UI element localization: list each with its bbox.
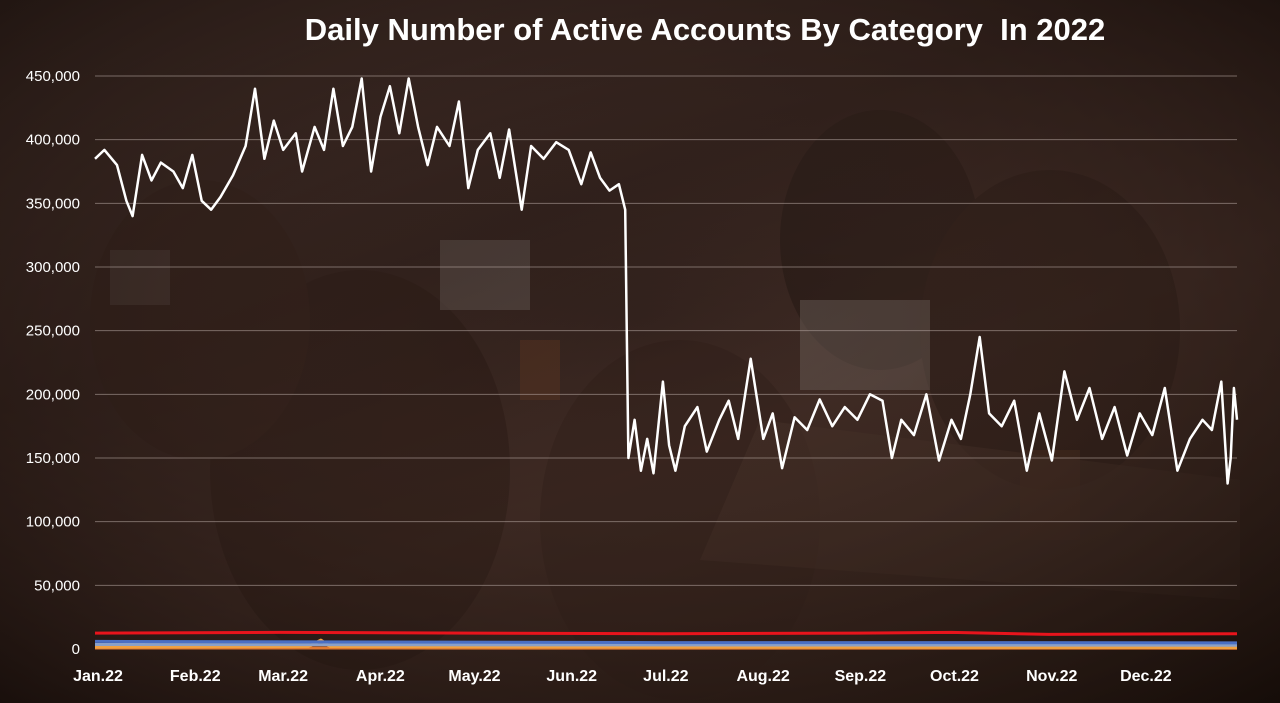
chart-title: Daily Number of Active Accounts By Categ…: [304, 12, 1106, 47]
x-tick-label: May.22: [448, 668, 500, 685]
x-tick-label: Dec.22: [1120, 668, 1172, 685]
x-tick-label: Nov.22: [1026, 668, 1077, 685]
x-tick-label: Sep.22: [835, 668, 887, 685]
x-axis: Jan.22 Feb.22 Mar.22 Apr.22 May.22 Jun.22 Jul.…: [73, 668, 1172, 685]
y-tick-label: 100,000: [26, 514, 80, 531]
series-line: [94, 77, 1239, 485]
y-tick-label: 200,000: [26, 386, 80, 403]
y-tick-label: 50,000: [34, 577, 80, 594]
gridlines: [95, 75, 1237, 650]
x-tick-label: Oct.22: [930, 668, 979, 685]
y-tick-label: 350,000: [26, 195, 80, 212]
y-tick-label: 400,000: [26, 132, 80, 149]
series-line: [94, 630, 1238, 636]
series-lines: [94, 77, 1239, 650]
series-line: [94, 643, 1238, 647]
x-tick-label: Feb.22: [170, 668, 221, 685]
series-line: [94, 639, 1238, 645]
y-axis: 0 50,000 100,000 150,000 200,000 250,000 300,0…: [26, 68, 80, 658]
y-tick-label: 0: [72, 641, 80, 658]
x-tick-label: Jul.22: [643, 668, 688, 685]
x-tick-label: Jan.22: [73, 668, 123, 685]
x-tick-label: Jun.22: [546, 668, 597, 685]
y-tick-label: 150,000: [26, 450, 80, 467]
y-tick-label: 300,000: [26, 259, 80, 276]
x-tick-label: Apr.22: [356, 668, 405, 685]
y-tick-label: 250,000: [26, 323, 80, 340]
x-tick-label: Mar.22: [258, 668, 308, 685]
y-tick-label: 450,000: [26, 68, 80, 85]
x-tick-label: Aug.22: [736, 668, 789, 685]
